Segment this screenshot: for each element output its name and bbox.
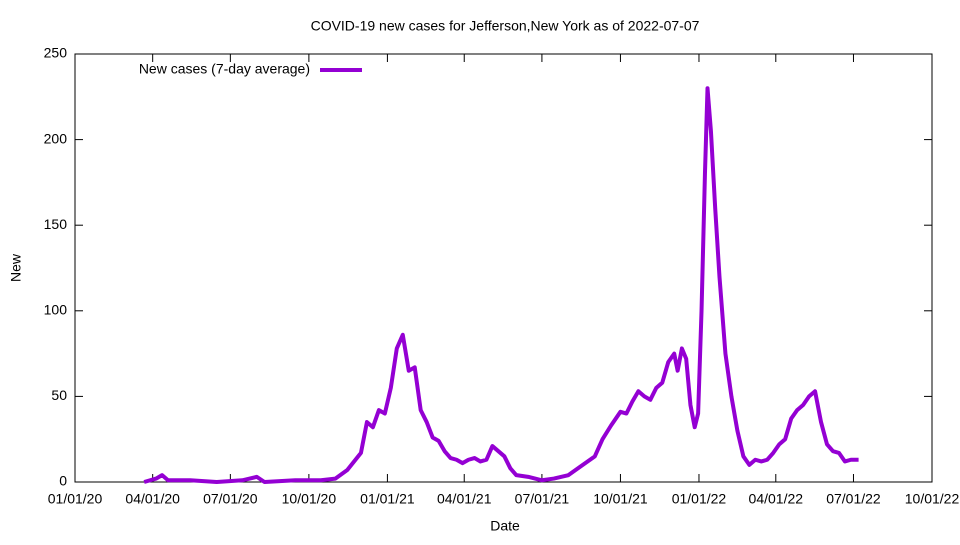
x-tick-label: 10/01/20 [282,491,337,507]
y-tick-label: 150 [44,216,68,232]
x-tick-label: 01/01/21 [360,491,415,507]
y-tick-label: 200 [44,130,68,146]
x-tick-label: 04/01/21 [437,491,492,507]
plot-border [74,53,933,483]
legend-label: New cases (7-day average) [139,61,310,77]
x-tick-label: 07/01/20 [203,491,258,507]
y-tick-label: 100 [44,302,68,318]
y-tick-label: 50 [51,387,67,403]
x-tick-label: 07/01/21 [515,491,570,507]
x-tick-label: 07/01/22 [826,491,881,507]
y-axis-label: New [8,253,24,282]
data-line [143,86,859,484]
x-tick-label: 04/01/22 [749,491,804,507]
x-tick-label: 10/01/22 [905,491,960,507]
x-tick-label: 01/01/22 [672,491,727,507]
x-tick-label: 01/01/20 [48,491,103,507]
x-axis-label: Date [490,518,520,534]
x-tick-label: 04/01/20 [125,491,180,507]
chart-title: COVID-19 new cases for Jefferson,New Yor… [311,18,700,34]
x-tick-label: 10/01/21 [593,491,648,507]
y-tick-label: 0 [59,473,67,489]
y-tick-label: 250 [44,45,68,61]
